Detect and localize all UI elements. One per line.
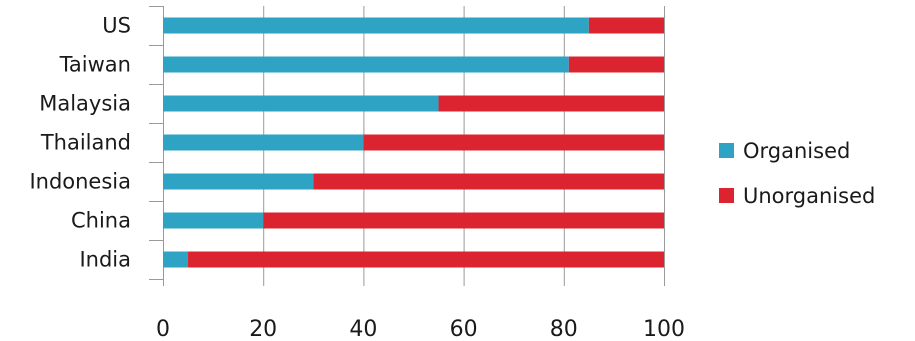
x-tick-labels: 0 20 40 60 80 100 xyxy=(156,317,685,341)
bar-organised-india xyxy=(163,251,189,268)
bar-organised-china xyxy=(163,212,264,229)
bar-unorganised-china xyxy=(263,212,664,229)
x-tick-label: 20 xyxy=(249,317,277,341)
category-labels: US Taiwan Malaysia Thailand Indonesia China In… xyxy=(29,14,131,272)
legend-swatch-unorganised xyxy=(719,188,734,203)
legend-label-organised: Organised xyxy=(743,139,850,163)
legend: Organised Unorganised xyxy=(719,139,875,208)
x-tick-label: 100 xyxy=(643,317,685,341)
bar-organised-indonesia xyxy=(163,173,314,190)
legend-swatch-organised xyxy=(719,143,734,158)
bar-organised-taiwan xyxy=(163,56,569,73)
bar-unorganised-malaysia xyxy=(438,95,664,112)
category-label: US xyxy=(102,14,131,38)
bars xyxy=(163,17,665,268)
bar-unorganised-us xyxy=(588,17,664,34)
category-label: Taiwan xyxy=(59,53,131,77)
category-label: China xyxy=(71,209,131,233)
category-label: India xyxy=(79,248,131,272)
category-label: Malaysia xyxy=(39,92,131,116)
x-tick-label: 0 xyxy=(156,317,170,341)
bar-organised-thailand xyxy=(163,134,364,151)
bar-unorganised-india xyxy=(188,251,665,268)
bar-unorganised-taiwan xyxy=(568,56,664,73)
axes xyxy=(149,6,163,280)
x-tick-label: 60 xyxy=(450,317,478,341)
legend-label-unorganised: Unorganised xyxy=(743,184,875,208)
bar-unorganised-thailand xyxy=(363,134,664,151)
x-tick-label: 80 xyxy=(550,317,578,341)
bar-organised-us xyxy=(163,17,589,34)
bar-unorganised-indonesia xyxy=(313,173,664,190)
x-tick-label: 40 xyxy=(349,317,377,341)
category-label: Indonesia xyxy=(29,170,131,194)
category-label: Thailand xyxy=(40,131,131,155)
bar-organised-malaysia xyxy=(163,95,439,112)
